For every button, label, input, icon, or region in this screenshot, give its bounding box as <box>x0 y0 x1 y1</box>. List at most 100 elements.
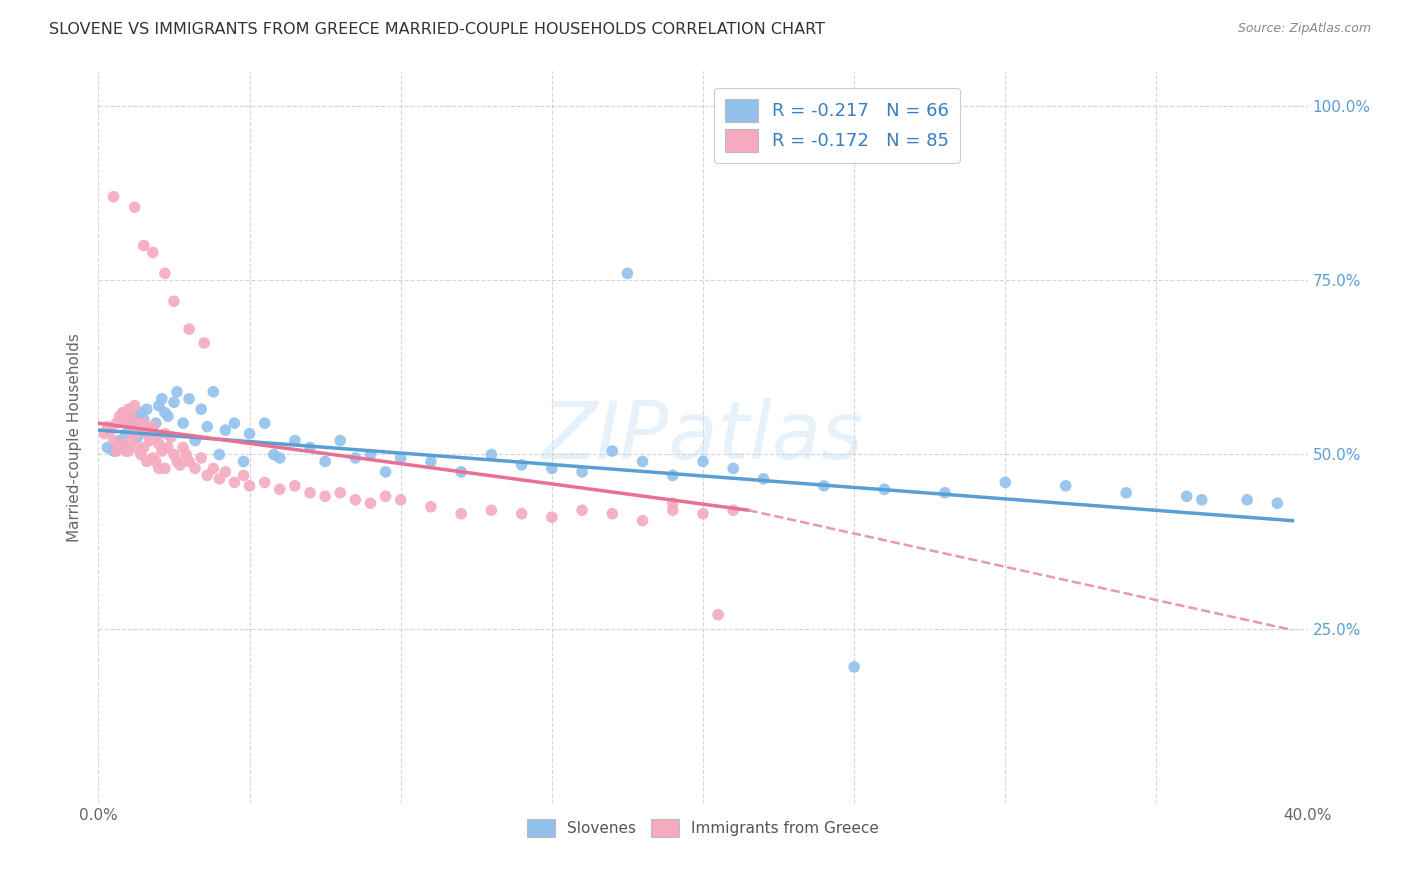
Point <box>114 412 136 426</box>
Point <box>540 461 562 475</box>
Point <box>284 479 307 493</box>
Point <box>602 444 624 458</box>
Point <box>127 441 149 455</box>
Point <box>100 423 122 437</box>
Point <box>163 448 186 462</box>
Point <box>172 441 194 455</box>
Point <box>121 409 143 424</box>
Point <box>616 266 638 280</box>
Point <box>602 507 624 521</box>
Point <box>132 412 155 426</box>
Point <box>329 485 352 500</box>
Point <box>135 402 157 417</box>
Point <box>190 402 212 417</box>
Point <box>214 465 236 479</box>
Point <box>389 450 412 465</box>
Point <box>114 444 136 458</box>
Point <box>269 450 291 465</box>
Point <box>299 485 322 500</box>
Point <box>127 416 149 430</box>
Point <box>148 437 170 451</box>
Point <box>124 409 146 424</box>
Point <box>661 496 683 510</box>
Point <box>121 419 143 434</box>
Point <box>93 426 115 441</box>
Point <box>160 430 183 444</box>
Point <box>344 492 367 507</box>
Point <box>344 450 367 465</box>
Point <box>129 448 152 462</box>
Point <box>1267 496 1289 510</box>
Point <box>153 426 176 441</box>
Point <box>661 468 683 483</box>
Point <box>707 607 730 622</box>
Point <box>103 444 125 458</box>
Point <box>174 448 197 462</box>
Point <box>844 660 866 674</box>
Point <box>121 434 143 448</box>
Point <box>142 245 165 260</box>
Point <box>127 430 149 444</box>
Point <box>148 399 170 413</box>
Point <box>179 392 201 406</box>
Point <box>239 426 262 441</box>
Point <box>135 454 157 468</box>
Point <box>184 461 207 475</box>
Point <box>153 266 176 280</box>
Point <box>142 450 165 465</box>
Point <box>214 423 236 437</box>
Point <box>692 507 714 521</box>
Point <box>224 416 246 430</box>
Point <box>284 434 307 448</box>
Point <box>481 448 503 462</box>
Point <box>153 461 176 475</box>
Point <box>208 448 231 462</box>
Point <box>994 475 1017 490</box>
Point <box>360 496 382 510</box>
Point <box>118 416 141 430</box>
Point <box>105 416 128 430</box>
Point <box>96 419 118 434</box>
Point <box>374 465 396 479</box>
Point <box>129 419 152 434</box>
Point <box>193 336 215 351</box>
Point <box>103 190 125 204</box>
Point <box>269 483 291 497</box>
Point <box>169 458 191 472</box>
Point <box>150 444 173 458</box>
Legend: Slovenes, Immigrants from Greece: Slovenes, Immigrants from Greece <box>522 813 884 843</box>
Point <box>132 441 155 455</box>
Point <box>873 483 896 497</box>
Point <box>105 444 128 458</box>
Point <box>389 492 412 507</box>
Point <box>723 461 745 475</box>
Point <box>132 238 155 252</box>
Point <box>692 454 714 468</box>
Point <box>263 448 285 462</box>
Point <box>145 454 167 468</box>
Point <box>202 461 225 475</box>
Point <box>179 454 201 468</box>
Point <box>132 416 155 430</box>
Point <box>118 402 141 417</box>
Point <box>142 419 165 434</box>
Point <box>450 507 472 521</box>
Point <box>1115 485 1137 500</box>
Point <box>111 437 134 451</box>
Point <box>135 426 157 441</box>
Point <box>239 479 262 493</box>
Point <box>253 475 276 490</box>
Point <box>314 454 336 468</box>
Y-axis label: Married-couple Households: Married-couple Households <box>67 333 83 541</box>
Text: SLOVENE VS IMMIGRANTS FROM GREECE MARRIED-COUPLE HOUSEHOLDS CORRELATION CHART: SLOVENE VS IMMIGRANTS FROM GREECE MARRIE… <box>49 22 825 37</box>
Point <box>253 416 276 430</box>
Point <box>108 434 131 448</box>
Point <box>571 503 593 517</box>
Point <box>150 392 173 406</box>
Point <box>118 444 141 458</box>
Point <box>114 426 136 441</box>
Point <box>631 454 654 468</box>
Point <box>232 468 254 483</box>
Point <box>661 503 683 517</box>
Point <box>156 441 179 455</box>
